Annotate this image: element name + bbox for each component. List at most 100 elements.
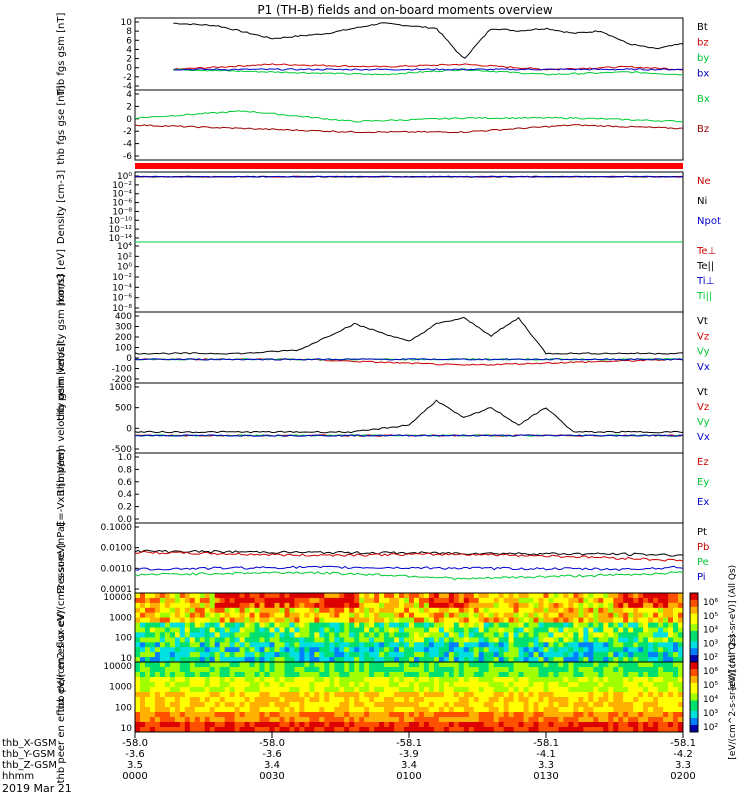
heatmap-cell [204,672,211,678]
legend-Pb: Pb [697,542,709,553]
heatmap-cell [463,692,470,698]
heatmap-cell [678,727,684,733]
heatmap-cell [508,602,514,609]
heatmap-cell [184,602,191,609]
heatmap-cell [369,682,375,688]
heatmap-cell [498,617,505,623]
colorbar-segment [690,599,698,604]
heatmap-cell [209,593,216,599]
legend-Ne: Ne [697,176,711,187]
heatmap-cell [209,717,216,723]
heatmap-cell [623,642,629,648]
heatmap-cell [668,672,674,678]
heatmap-cell [234,697,240,703]
heatmap-cell [558,622,564,628]
heatmap-cell [633,602,639,609]
heatmap-cell [169,717,176,723]
heatmap-cell [433,657,440,663]
heatmap-cell [149,682,156,688]
y-tick-label: -200 [112,375,133,385]
heatmap-cell [354,692,360,698]
heatmap-cell [154,652,161,658]
heatmap-cell [483,607,490,614]
heatmap-cell [543,717,549,723]
colorbar-segment [690,679,698,684]
heatmap-cell [404,722,410,728]
heatmap-cell [140,717,146,723]
heatmap-cell [329,672,335,678]
heatmap-cell [309,642,315,648]
legend-Ey: Ey [697,477,709,488]
heatmap-cell [468,632,475,638]
heatmap-cell [443,712,450,718]
heatmap-cell [678,622,684,628]
heatmap-cell [369,712,375,718]
heatmap-cell [503,657,510,663]
heatmap-cell [289,662,295,668]
heatmap-cell [299,647,305,653]
heatmap-cell [314,702,320,708]
heatmap-cell [145,672,151,678]
heatmap-cell [414,707,420,713]
y-tick-label: -4 [123,140,132,150]
heatmap-cell [319,593,325,599]
heatmap-cell [493,727,500,733]
heatmap-cell [623,647,629,653]
heatmap-cell [538,612,544,618]
heatmap-cell [384,677,390,683]
heatmap-cell [508,597,514,604]
heatmap-cell [244,622,250,628]
heatmap-cell [279,662,285,668]
heatmap-cell [169,727,176,733]
heatmap-cell [608,657,614,663]
heatmap-cell [384,607,390,614]
heatmap-cell [374,692,380,698]
heatmap-cell [369,677,375,683]
heatmap-cell [209,622,216,628]
heatmap-cell [523,677,529,683]
heatmap-cell [453,677,460,683]
heatmap-cell [653,677,659,683]
heatmap-cell [583,612,589,618]
heatmap-cell [578,617,584,623]
heatmap-cell [279,687,285,693]
heatmap-cell [653,632,659,638]
legend-Vt: Vt [697,387,708,398]
heatmap-cell [483,637,490,643]
heatmap-cell [169,657,176,663]
colorbar-label: [eV/(cm^2-s-sr-eV)] (All Qs) [728,634,738,759]
heatmap-cell [269,672,275,678]
heatmap-cell [603,637,609,643]
heatmap-cell [658,597,664,604]
heatmap-cell [229,602,236,609]
heatmap-cell [214,627,221,633]
heatmap-cell [678,697,684,703]
heatmap-cell [653,657,659,663]
heatmap-cell [623,672,629,678]
heatmap-cell [548,712,554,718]
heatmap-cell [269,692,275,698]
heatmap-cell [553,692,559,698]
heatmap-cell [364,612,370,618]
heatmap-cell [234,722,240,728]
panel-density: 10⁰10⁻²10⁻⁴10⁻⁶10⁻⁸10⁻¹⁰10⁻¹²10⁻¹⁴Densit… [56,170,721,244]
heatmap-cell [598,617,604,623]
heatmap-cell [279,652,285,658]
heatmap-cell [643,727,649,733]
heatmap-cell [169,662,176,668]
heatmap-cell [194,627,201,633]
legend-Npot: Npot [697,216,721,227]
heatmap-cell [384,722,390,728]
heatmap-cell [678,642,684,648]
heatmap-cell [678,602,684,609]
heatmap-cell [214,647,221,653]
heatmap-cell [364,697,370,703]
heatmap-cell [468,662,475,668]
heatmap-cell [254,647,260,653]
heatmap-cell [628,652,634,658]
heatmap-cell [199,697,206,703]
heatmap-cell [478,687,485,693]
y-tick-label: 10⁻⁸ [112,304,132,314]
heatmap-cell [194,667,201,673]
heatmap-cell [533,652,539,658]
